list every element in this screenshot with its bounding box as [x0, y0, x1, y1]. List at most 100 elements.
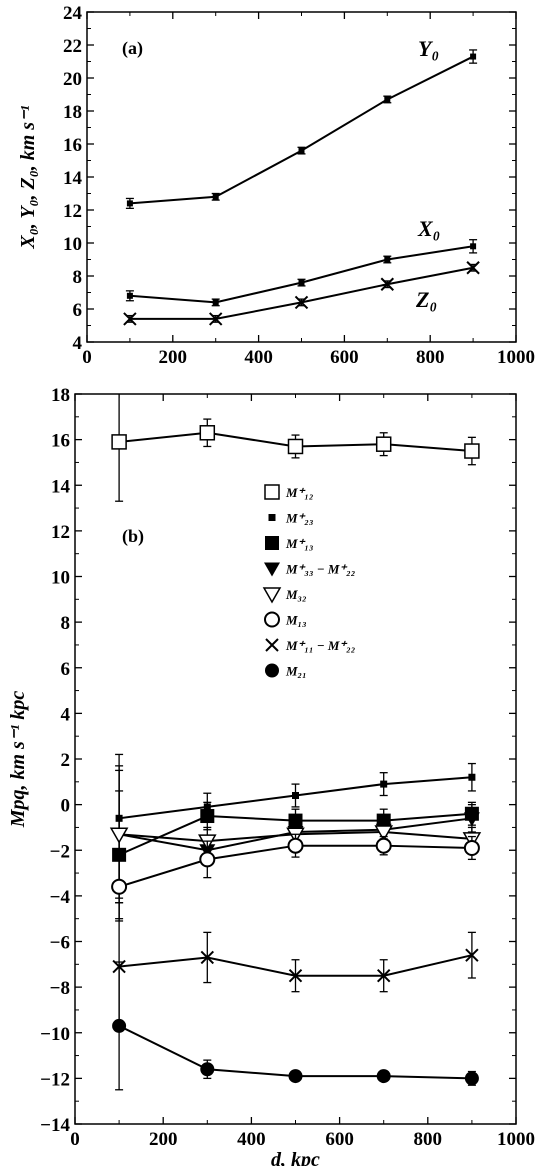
data-point	[208, 312, 223, 326]
data-point	[287, 438, 304, 455]
series-1	[125, 49, 478, 210]
x-tick-label: 0	[82, 347, 92, 368]
data-point	[126, 292, 133, 299]
legend-label: M₂₁	[285, 664, 307, 679]
x-tick-label: 0	[70, 1129, 80, 1150]
legend-label: M⁺₁₁ − M⁺₂₂	[285, 638, 355, 653]
series-2	[125, 239, 478, 307]
x-tick-label: 600	[330, 347, 359, 368]
data-point	[376, 1069, 391, 1084]
legend-marker	[264, 562, 280, 577]
data-point	[380, 277, 395, 291]
x-tick-label: 1000	[497, 347, 535, 368]
y-tick-label: 6	[61, 659, 71, 680]
data-point	[199, 425, 216, 441]
series-label: Y₀	[418, 36, 439, 61]
data-point	[298, 279, 305, 286]
x-tick-label: 400	[244, 347, 273, 368]
y-tick-label: −4	[50, 887, 71, 908]
data-point	[294, 295, 309, 310]
y-tick-label: −2	[50, 841, 70, 862]
y-tick-label: 12	[63, 201, 82, 222]
legend-marker	[264, 484, 280, 500]
y-tick-label: −6	[50, 933, 70, 954]
legend-label: M₃₂	[285, 587, 307, 602]
y-tick-label: 2	[61, 750, 71, 771]
data-point	[376, 969, 391, 983]
y-tick-label: 8	[73, 267, 83, 288]
series-8	[112, 961, 479, 1091]
series-7	[112, 902, 479, 1032]
x-tick-label: 800	[416, 347, 445, 368]
data-point	[287, 837, 304, 854]
x-axis-title: d, kpc	[271, 1149, 320, 1166]
plot-frame	[86, 11, 517, 343]
y-tick-label: 10	[51, 568, 70, 589]
data-point	[380, 780, 388, 788]
data-point	[375, 436, 392, 452]
data-point	[468, 773, 476, 781]
panel-label: (b)	[122, 526, 144, 547]
data-point	[464, 443, 480, 459]
legend-marker	[265, 663, 279, 678]
x-tick-label: 600	[325, 1129, 354, 1150]
legend-marker	[265, 638, 279, 652]
series-label: Z₀	[415, 287, 437, 312]
series-label: X₀	[417, 216, 440, 241]
series-line	[129, 55, 474, 205]
y-tick-label: 14	[51, 476, 71, 497]
legend-label: M⁺₃₃ − M⁺₂₂	[285, 562, 355, 577]
y-tick-label: −12	[40, 1069, 70, 1090]
data-point	[375, 837, 392, 854]
y-tick-label: 0	[61, 796, 71, 817]
data-point	[464, 1071, 479, 1086]
legend: M⁺₁₂ M⁺₂₃ M⁺₁₃ M⁺₃₃ − M⁺₂₂ M₃₂ M₁₃ M⁺₁₁ − M⁺₂₂…	[262, 484, 355, 679]
y-tick-label: 8	[61, 613, 71, 634]
y-tick-label: −8	[50, 978, 70, 999]
data-point	[466, 261, 480, 275]
y-tick-label: −10	[40, 1024, 70, 1045]
x-tick-label: 1000	[497, 1129, 535, 1150]
y-tick-label: 14	[63, 168, 83, 189]
data-point	[109, 827, 129, 844]
y-tick-label: 4	[61, 704, 71, 725]
x-tick-label: 400	[237, 1129, 266, 1150]
data-point	[288, 969, 303, 983]
data-point	[199, 851, 216, 868]
data-point	[465, 948, 479, 962]
data-point	[200, 950, 215, 965]
plot-frame	[74, 393, 517, 1125]
series-1	[111, 394, 480, 502]
y-tick-label: 16	[63, 135, 82, 156]
data-point	[470, 243, 477, 250]
legend-label: M⁺₂₃	[285, 511, 314, 526]
series-3	[123, 261, 480, 326]
data-point	[463, 839, 480, 856]
y-tick-label: 22	[63, 36, 82, 57]
chart-panel-a: 0 200 400 600 800 1000 4 6 8 10 12 14 16 18 20 22 24 (a) X…	[17, 3, 535, 368]
y-tick-label: 18	[63, 102, 82, 123]
data-point	[288, 813, 303, 828]
x-tick-label: 800	[414, 1129, 443, 1150]
data-point	[123, 312, 137, 326]
y-tick-label: 20	[63, 69, 82, 90]
data-point	[111, 878, 128, 895]
y-axis-title: X₀, Y₀, Z₀, km s⁻¹	[17, 105, 39, 249]
legend-label: M₁₃	[285, 613, 307, 628]
legend-marker	[265, 536, 279, 550]
y-tick-label: −14	[40, 1115, 70, 1136]
data-point	[200, 809, 215, 824]
legend-marker	[268, 514, 276, 521]
data-point	[463, 812, 480, 827]
data-point	[292, 792, 299, 799]
chart-panel-b: 0 200 400 600 800 1000 −14 −12 −10 −8 −6 −4 −2 0 2 4 6 8 1…	[7, 385, 535, 1166]
y-tick-label: 10	[63, 234, 82, 255]
legend-label: M⁺₁₂	[285, 485, 314, 500]
y-tick-label: 24	[63, 3, 83, 24]
x-tick-label: 200	[149, 1129, 178, 1150]
y-tick-label: 16	[51, 431, 70, 452]
data-point	[111, 434, 127, 450]
y-axis-title: Mpq, km s⁻¹ kpc	[7, 691, 29, 829]
data-point	[212, 299, 219, 306]
